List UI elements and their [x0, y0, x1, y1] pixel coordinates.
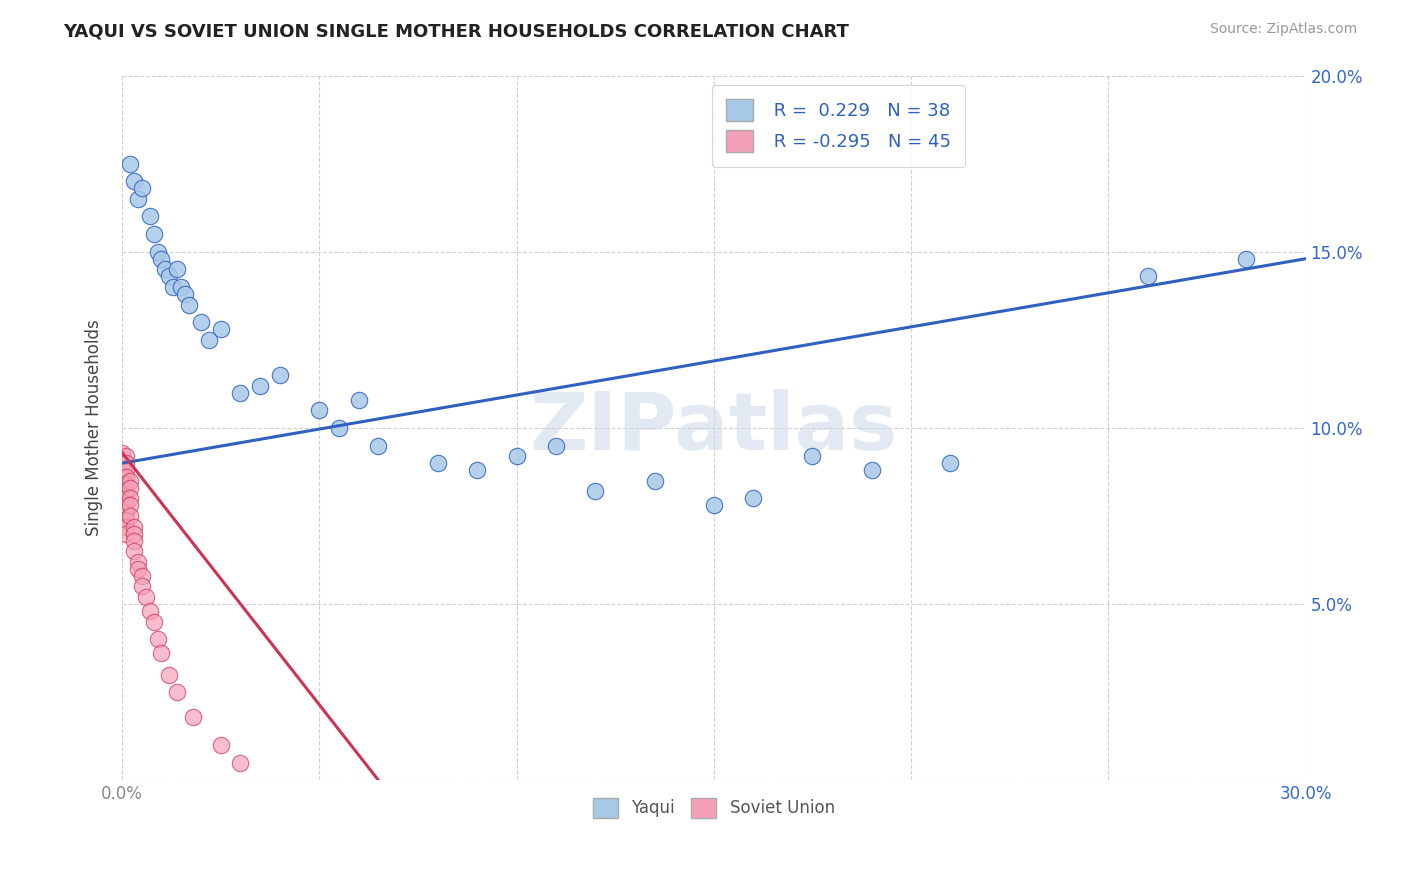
Point [328, 421, 350, 435]
Point [347, 392, 370, 407]
Point [150, 647, 173, 661]
Point [367, 438, 389, 452]
Text: ZIPatlas: ZIPatlas [530, 389, 898, 467]
Point [198, 333, 221, 347]
Point [157, 667, 180, 681]
Point [111, 512, 134, 526]
Text: Source: ZipAtlas.com: Source: ZipAtlas.com [1209, 22, 1357, 37]
Point [111, 506, 134, 520]
Point [131, 579, 153, 593]
Point [249, 378, 271, 392]
Point [111, 499, 134, 513]
Point [181, 710, 204, 724]
Text: YAQUI VS SOVIET UNION SINGLE MOTHER HOUSEHOLDS CORRELATION CHART: YAQUI VS SOVIET UNION SINGLE MOTHER HOUS… [63, 22, 849, 40]
Point [115, 519, 138, 533]
Point [118, 156, 141, 170]
Point [146, 244, 169, 259]
Point [127, 562, 149, 576]
Point [111, 477, 134, 491]
Point [426, 456, 449, 470]
Point [1136, 269, 1159, 284]
Point [122, 519, 145, 533]
Point [939, 456, 962, 470]
Point [157, 269, 180, 284]
Point [142, 615, 165, 629]
Point [544, 438, 567, 452]
Point [111, 463, 134, 477]
Point [229, 385, 252, 400]
Point [111, 456, 134, 470]
Point [166, 685, 188, 699]
Point [131, 181, 153, 195]
Point [135, 590, 157, 604]
Point [269, 368, 291, 382]
Point [131, 569, 153, 583]
Point [115, 470, 138, 484]
Point [308, 403, 330, 417]
Point [115, 506, 138, 520]
Point [150, 252, 173, 266]
Point [166, 262, 188, 277]
Point [115, 463, 138, 477]
Point [170, 280, 193, 294]
Point [122, 533, 145, 548]
Point [138, 604, 160, 618]
Point [209, 322, 232, 336]
Point [505, 449, 527, 463]
Point [111, 445, 134, 459]
Point [122, 526, 145, 541]
Point [111, 491, 134, 506]
Point [860, 463, 883, 477]
Point [118, 474, 141, 488]
Point [465, 463, 488, 477]
Point [115, 512, 138, 526]
Point [115, 477, 138, 491]
Point [111, 484, 134, 499]
Point [209, 738, 232, 752]
Point [174, 287, 197, 301]
Point [644, 474, 666, 488]
Point [155, 262, 177, 277]
Point [115, 526, 138, 541]
Point [146, 632, 169, 647]
Point [118, 481, 141, 495]
Point [1234, 252, 1257, 266]
Y-axis label: Single Mother Households: Single Mother Households [86, 319, 103, 536]
Point [229, 756, 252, 770]
Point [122, 174, 145, 188]
Point [115, 491, 138, 506]
Point [801, 449, 824, 463]
Point [742, 491, 765, 506]
Point [190, 315, 212, 329]
Point [115, 499, 138, 513]
Point [127, 192, 149, 206]
Point [162, 280, 184, 294]
Point [127, 555, 149, 569]
Point [115, 484, 138, 499]
Point [583, 484, 606, 499]
Point [179, 297, 201, 311]
Point [118, 508, 141, 523]
Point [138, 210, 160, 224]
Point [142, 227, 165, 241]
Point [115, 449, 138, 463]
Point [118, 499, 141, 513]
Legend: Yaqui, Soviet Union: Yaqui, Soviet Union [586, 791, 842, 825]
Point [111, 470, 134, 484]
Point [703, 499, 725, 513]
Point [122, 544, 145, 558]
Point [115, 456, 138, 470]
Point [118, 491, 141, 506]
